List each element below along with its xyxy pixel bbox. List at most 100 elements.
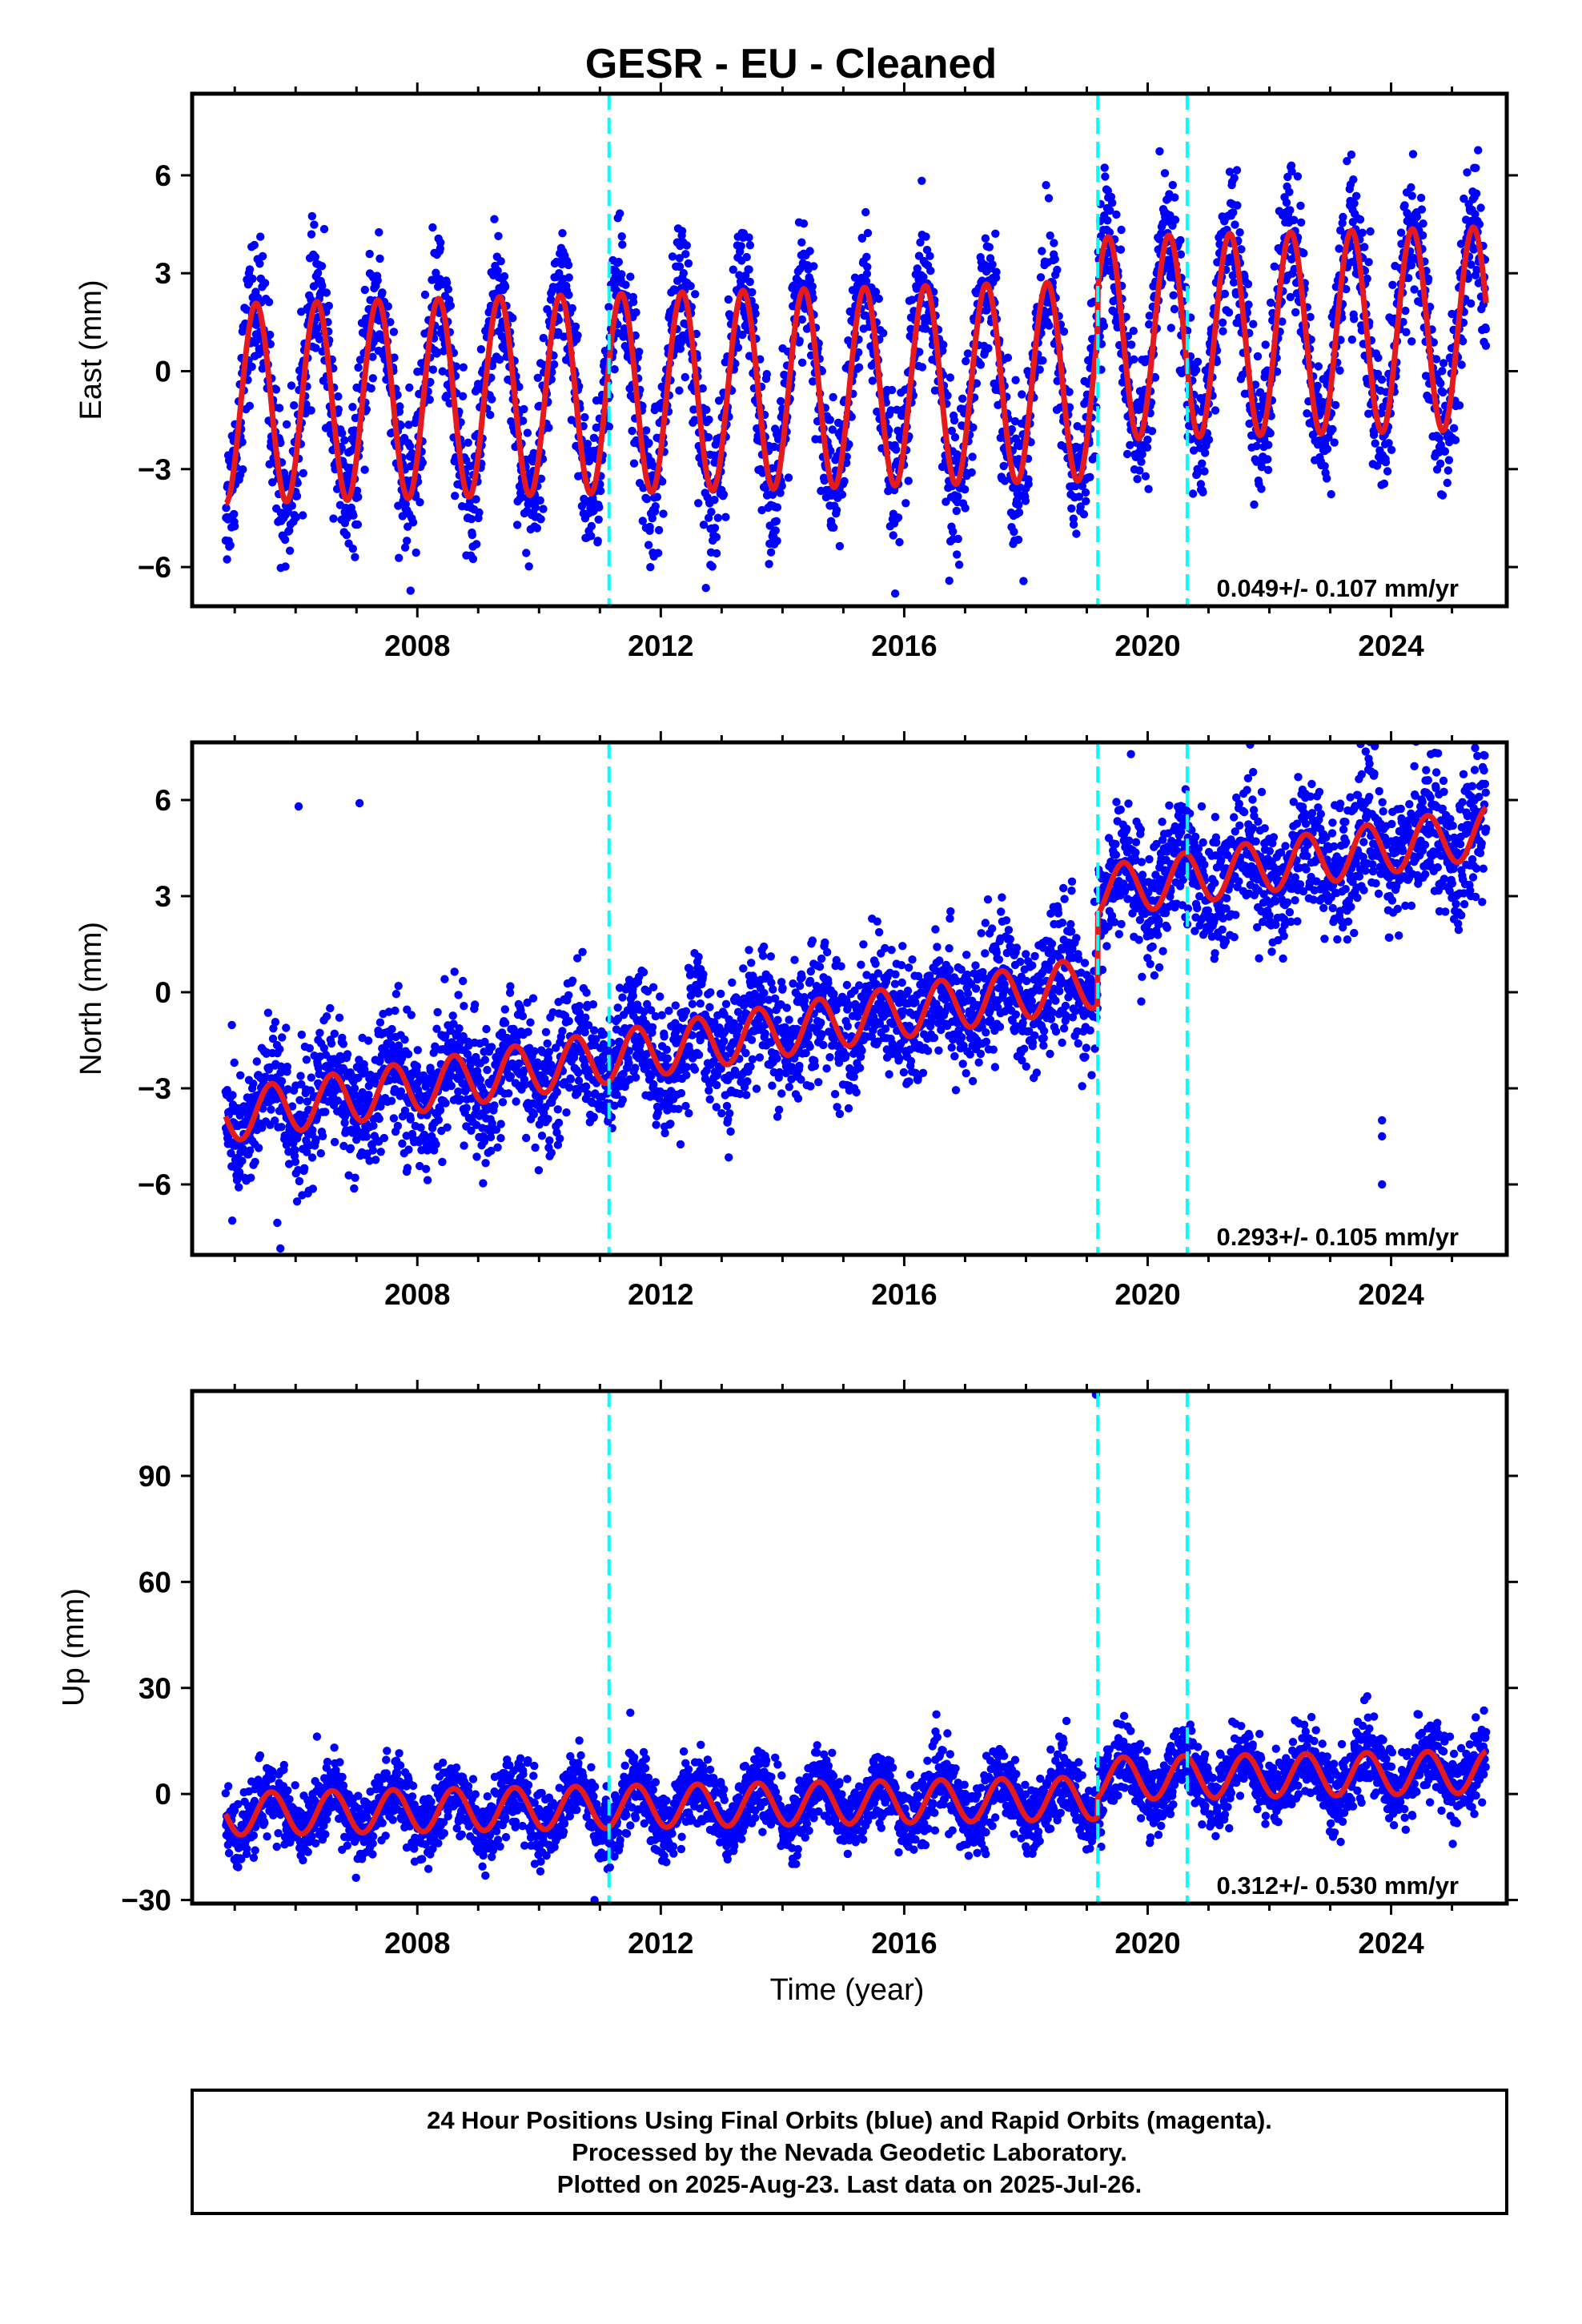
data-point xyxy=(614,257,623,267)
data-point xyxy=(568,976,577,985)
data-point xyxy=(362,1132,371,1141)
data-point xyxy=(963,349,973,358)
data-point xyxy=(1035,365,1044,374)
data-point xyxy=(480,1055,490,1064)
data-point xyxy=(1193,357,1203,366)
data-point xyxy=(1402,328,1411,336)
data-point xyxy=(916,238,925,247)
data-point xyxy=(428,223,437,232)
data-point xyxy=(947,426,957,436)
data-point xyxy=(564,291,573,300)
data-point xyxy=(745,241,755,250)
data-point xyxy=(258,251,267,261)
data-point xyxy=(406,462,416,471)
data-point xyxy=(952,506,962,516)
data-point xyxy=(334,405,343,414)
data-point xyxy=(825,416,835,424)
data-point xyxy=(1233,201,1242,210)
data-point xyxy=(496,1120,505,1128)
data-point xyxy=(1388,280,1397,289)
x-tick-label: 2024 xyxy=(1358,629,1424,662)
data-point xyxy=(1419,219,1427,228)
data-point xyxy=(468,530,476,540)
data-point xyxy=(1099,321,1109,331)
data-point xyxy=(355,356,365,364)
data-point xyxy=(486,1132,496,1142)
data-point xyxy=(455,1024,464,1033)
data-point xyxy=(1053,265,1062,275)
data-point xyxy=(479,1179,488,1188)
data-point xyxy=(400,1035,409,1044)
data-point xyxy=(1293,172,1303,181)
data-point xyxy=(1366,227,1375,236)
data-point xyxy=(235,1183,243,1192)
data-point xyxy=(626,272,635,281)
data-point xyxy=(396,421,405,430)
data-point xyxy=(476,1076,484,1084)
data-point xyxy=(629,459,639,468)
data-point xyxy=(1457,360,1466,369)
data-point xyxy=(698,384,707,393)
data-point xyxy=(773,503,782,512)
data-point xyxy=(472,495,480,504)
data-point xyxy=(571,322,580,331)
data-point xyxy=(1347,335,1357,344)
data-point xyxy=(1218,318,1227,327)
data-point xyxy=(316,1149,325,1158)
data-point xyxy=(311,344,320,352)
data-point xyxy=(533,373,542,382)
data-point xyxy=(1112,210,1121,219)
data-point xyxy=(285,546,295,555)
data-point xyxy=(1439,388,1447,397)
data-point xyxy=(1401,306,1410,316)
data-point xyxy=(506,982,515,991)
data-point xyxy=(589,1026,599,1035)
data-point xyxy=(809,262,818,271)
data-point xyxy=(745,277,754,287)
data-point xyxy=(961,504,970,513)
data-point xyxy=(338,428,347,438)
data-point xyxy=(857,234,867,243)
data-point xyxy=(1144,485,1153,493)
data-point xyxy=(835,541,845,551)
data-point xyxy=(828,425,837,434)
data-point xyxy=(1116,245,1126,254)
data-point xyxy=(339,1039,347,1048)
data-point xyxy=(371,1156,380,1164)
data-point xyxy=(373,276,382,285)
data-point xyxy=(893,513,903,522)
data-point xyxy=(340,436,349,444)
data-point xyxy=(991,229,1000,238)
data-point xyxy=(552,1088,561,1096)
data-point xyxy=(266,340,275,348)
data-point xyxy=(1014,501,1023,509)
data-point xyxy=(536,496,544,505)
data-point xyxy=(1358,228,1367,237)
data-point xyxy=(391,990,401,999)
data-point xyxy=(326,1003,335,1013)
data-point xyxy=(515,382,524,392)
data-point xyxy=(322,1012,331,1021)
data-point xyxy=(771,526,780,535)
data-point xyxy=(452,362,460,371)
data-point xyxy=(543,1039,552,1048)
figure-title: GESR - EU - Cleaned xyxy=(585,41,997,87)
data-point xyxy=(837,490,847,499)
data-point xyxy=(439,347,448,356)
data-point xyxy=(1455,401,1464,410)
data-point xyxy=(277,1076,287,1086)
data-point xyxy=(871,287,881,296)
data-point xyxy=(745,233,753,242)
data-point xyxy=(310,220,319,229)
data-point xyxy=(1046,231,1054,240)
data-point xyxy=(854,363,864,372)
data-point xyxy=(682,241,691,250)
data-point xyxy=(589,433,599,442)
data-point xyxy=(1191,365,1201,375)
data-point xyxy=(691,290,700,299)
data-point xyxy=(395,553,404,562)
data-point xyxy=(230,509,239,519)
data-point xyxy=(264,298,274,307)
data-point xyxy=(799,219,809,228)
data-point xyxy=(290,401,299,410)
